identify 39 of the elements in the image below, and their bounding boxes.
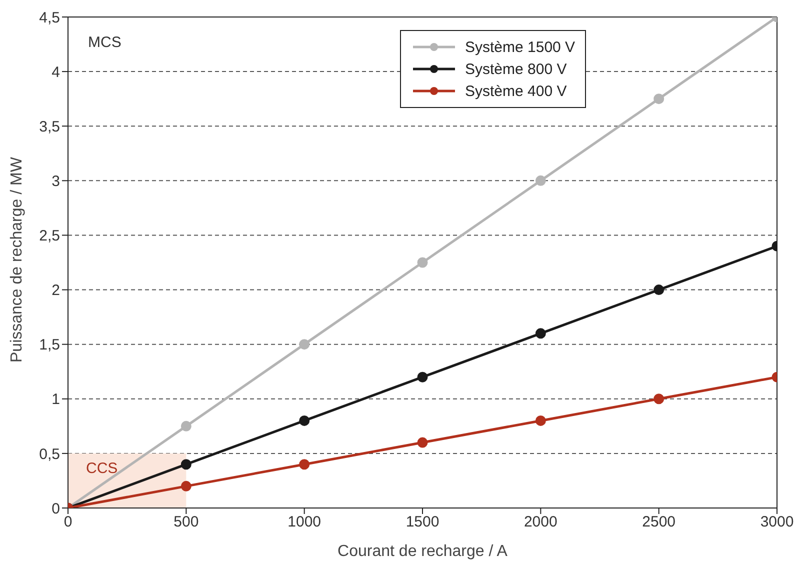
y-tick-label: 0,5	[39, 446, 60, 463]
y-axis-title: Puissance de recharge / MW	[8, 156, 26, 362]
y-tick-label: 2	[52, 282, 60, 300]
point	[299, 459, 310, 470]
legend-label: Système 800 V	[465, 60, 567, 78]
point	[299, 415, 310, 426]
y-tick-label: 4	[52, 64, 60, 81]
y-tick-label: 2,5	[39, 228, 60, 245]
x-axis-title: Courant de recharge / A	[338, 543, 508, 560]
annotation: MCS	[88, 34, 122, 51]
x-tick-label: 500	[174, 514, 199, 531]
y-tick-label: 4,5	[39, 9, 60, 26]
point	[180, 459, 192, 470]
point	[654, 394, 664, 404]
x-tick-label: 1000	[288, 514, 322, 531]
x-tick-label: 2500	[642, 514, 676, 531]
x-tick-label: 1500	[406, 514, 440, 531]
y-tick-label: 0	[52, 500, 60, 518]
x-tick-label: 2000	[524, 514, 558, 531]
point	[535, 175, 546, 186]
point	[417, 372, 428, 382]
legend-label: Système 400 V	[465, 82, 567, 100]
y-tick-label: 1,5	[39, 336, 60, 354]
legend-label: Système 1500 V	[465, 38, 576, 56]
point	[180, 480, 192, 492]
point	[654, 94, 664, 104]
point	[654, 284, 664, 296]
y-tick-label: 3	[52, 172, 60, 190]
point	[417, 257, 428, 268]
point	[535, 415, 546, 426]
point	[180, 420, 192, 432]
point	[417, 437, 428, 448]
y-tick-label: 1	[52, 391, 60, 408]
annotation: CCS	[86, 460, 118, 477]
x-tick-label: 3000	[760, 514, 794, 531]
point	[299, 339, 310, 350]
y-tick-label: 3,5	[39, 118, 60, 136]
x-tick-label: 0	[64, 514, 72, 531]
point	[535, 328, 546, 339]
